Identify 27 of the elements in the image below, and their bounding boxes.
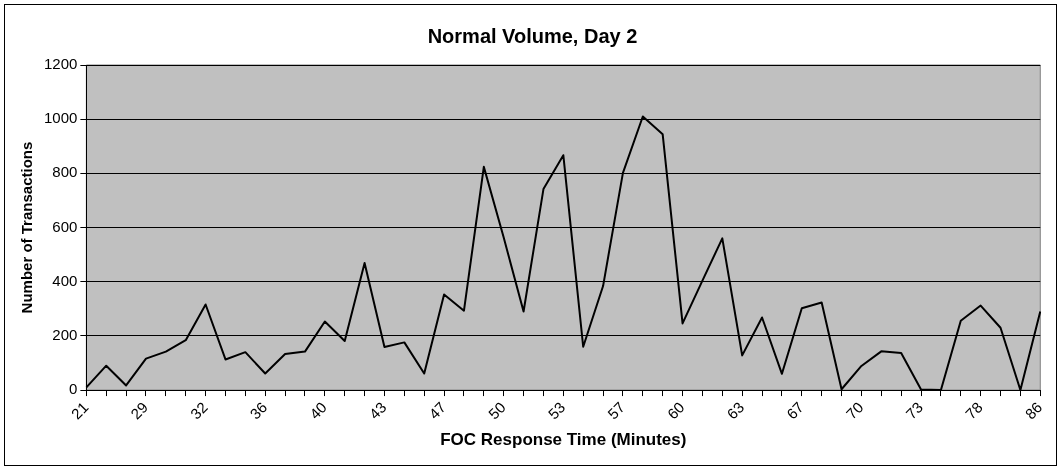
y-tick-label: 1000 bbox=[43, 109, 78, 127]
x-tick-label: 60 bbox=[663, 398, 688, 423]
x-tick-label: 63 bbox=[723, 398, 748, 423]
x-tick-label: 70 bbox=[842, 398, 867, 423]
x-tick-label: 50 bbox=[484, 398, 509, 423]
x-tick-label: 40 bbox=[306, 398, 330, 423]
x-tick-label: 21 bbox=[67, 398, 92, 423]
x-tick-label: 73 bbox=[902, 398, 927, 423]
y-tick-label: 200 bbox=[52, 326, 78, 344]
x-tick-label: 53 bbox=[544, 398, 569, 423]
x-tick-label: 67 bbox=[783, 398, 807, 423]
y-tick-label: 400 bbox=[52, 271, 78, 289]
x-tick-label: 47 bbox=[425, 398, 450, 423]
x-tick-label: 36 bbox=[246, 398, 271, 423]
x-axis-title: FOC Response Time (Minutes) bbox=[440, 430, 687, 450]
x-tick-label: 57 bbox=[604, 398, 628, 423]
y-tick-label: 800 bbox=[52, 163, 78, 181]
x-tick-label: 78 bbox=[961, 398, 986, 423]
x-tick-label: 86 bbox=[1021, 398, 1046, 423]
x-tick-label: 29 bbox=[127, 398, 152, 423]
y-axis-title: Number of Transactions bbox=[18, 141, 36, 314]
y-tick-label: 0 bbox=[69, 380, 78, 398]
y-tick-label: 1200 bbox=[43, 55, 78, 73]
x-tick-label: 32 bbox=[186, 398, 211, 423]
y-tick-label: 600 bbox=[52, 217, 78, 235]
chart-title: Normal Volume, Day 2 bbox=[427, 24, 638, 47]
x-tick-label: 43 bbox=[365, 398, 390, 423]
